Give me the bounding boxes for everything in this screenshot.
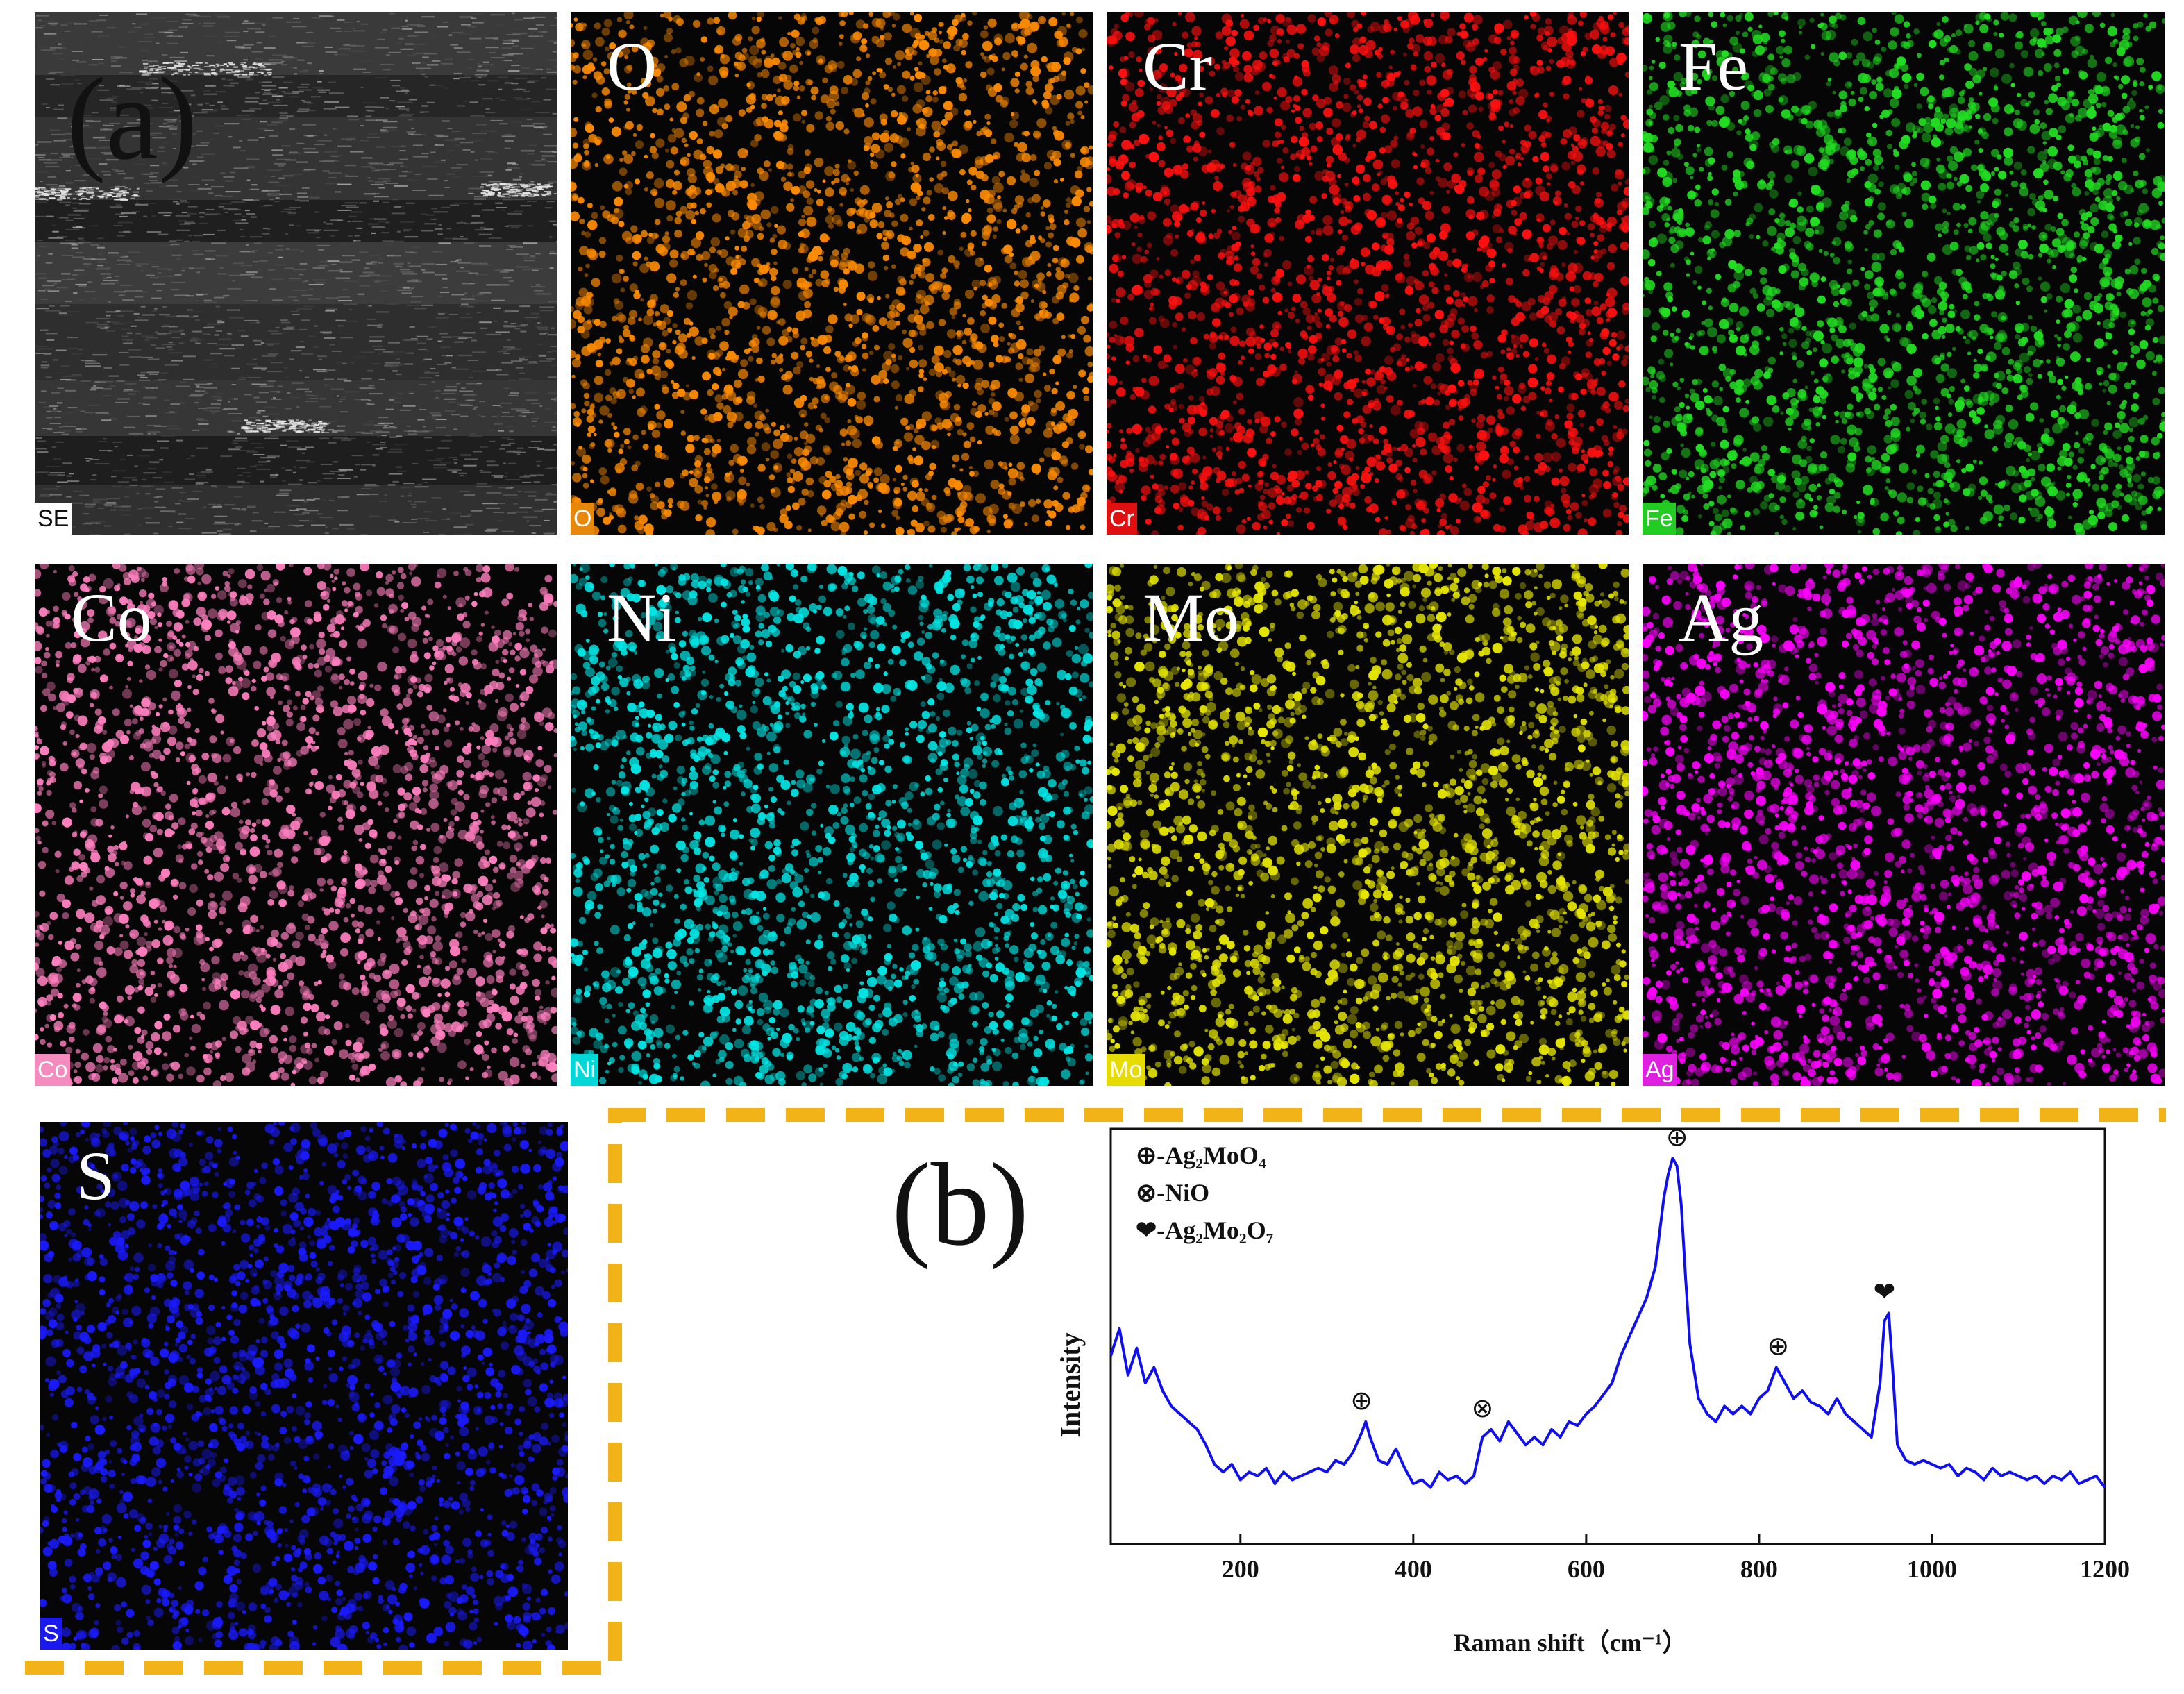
panel-label-b: (b) [891, 1146, 1029, 1264]
edx-map-o: O O [571, 12, 1093, 535]
map-tag: SE [35, 503, 72, 535]
peak-annotation: ❤ [1874, 1277, 1896, 1307]
map-title: Mo [1143, 583, 1239, 653]
map-title: Cr [1143, 32, 1212, 101]
legend-symbol: ⊕ [1136, 1141, 1157, 1169]
x-tick-label: 200 [1222, 1555, 1259, 1583]
legend-item: ❤-Ag₂Mo₂O₇ [1136, 1216, 1274, 1244]
legend-text: -Ag₂MoO₄ [1157, 1141, 1266, 1169]
element-dots [1643, 564, 2165, 1086]
map-tag: Ag [1643, 1054, 1677, 1086]
edx-map-ag: Ag Ag [1643, 564, 2165, 1086]
map-tag: Mo [1107, 1054, 1145, 1086]
map-title: Ag [1679, 583, 1763, 653]
plot-area: 200 400 600 800 1000 1200 ⊕ ⊗ ⊕ ⊕ ❤ [1109, 1121, 2130, 1583]
map-title: O [607, 32, 657, 101]
peak-annotation: ⊗ [1472, 1393, 1494, 1423]
edx-map-se: SE [35, 12, 557, 535]
edx-map-co: Co Co [35, 564, 557, 1086]
edx-map-cr: Cr Cr [1107, 12, 1629, 535]
peak-annotation: ⊕ [1767, 1331, 1789, 1361]
x-tick-label: 1200 [2080, 1555, 2130, 1583]
map-tag: Ni [571, 1054, 599, 1086]
element-dots [1107, 12, 1629, 535]
panel-label-a: (a) [67, 60, 198, 178]
map-title: Ni [607, 583, 676, 653]
map-tag: O [571, 503, 595, 535]
plot-frame [1109, 1127, 2106, 1545]
element-dots [40, 1122, 568, 1650]
legend-item: ⊕-Ag₂MoO₄ [1136, 1141, 1266, 1169]
x-tick-label: 1000 [1907, 1555, 1957, 1583]
element-dots [571, 564, 1093, 1086]
edx-map-fe: Fe Fe [1643, 12, 2165, 535]
element-dots [1643, 12, 2165, 535]
map-tag: Co [35, 1054, 71, 1086]
element-dots [571, 12, 1093, 535]
peak-annotation: ⊕ [1350, 1385, 1372, 1416]
legend-text: -NiO [1157, 1179, 1209, 1207]
se-image [35, 12, 557, 535]
legend-text: -Ag₂Mo₂O₇ [1157, 1216, 1273, 1244]
map-tag: S [40, 1618, 62, 1650]
series-line [1109, 1157, 2106, 1489]
map-title: S [76, 1141, 115, 1211]
edx-map-ni: Ni Ni [571, 564, 1093, 1086]
legend-symbol: ❤ [1136, 1216, 1157, 1244]
map-tag: Cr [1107, 503, 1137, 535]
x-tick-label: 600 [1568, 1555, 1605, 1583]
map-title: Co [71, 583, 152, 653]
edx-map-s: S S [40, 1122, 568, 1650]
x-tick-label: 400 [1395, 1555, 1432, 1583]
legend-symbol: ⊗ [1136, 1179, 1157, 1207]
x-axis-label: Raman shift（cm⁻¹） [1454, 1629, 1688, 1657]
peak-annotation: ⊕ [1666, 1121, 1688, 1152]
y-axis-label: Intensity [1055, 1332, 1086, 1437]
legend: ⊕-Ag₂MoO₄ ⊗-NiO ❤-Ag₂Mo₂O₇ [1136, 1141, 1274, 1244]
element-dots [1107, 564, 1629, 1086]
edx-map-mo: Mo Mo [1107, 564, 1629, 1086]
raman-chart: 200 400 600 800 1000 1200 ⊕ ⊗ ⊕ ⊕ ❤ Intensity Rama… [1055, 1121, 2130, 1657]
map-tag: Fe [1643, 503, 1676, 535]
map-title: Fe [1679, 32, 1748, 101]
legend-item: ⊗-NiO [1136, 1179, 1209, 1207]
x-tick-label: 800 [1740, 1555, 1778, 1583]
